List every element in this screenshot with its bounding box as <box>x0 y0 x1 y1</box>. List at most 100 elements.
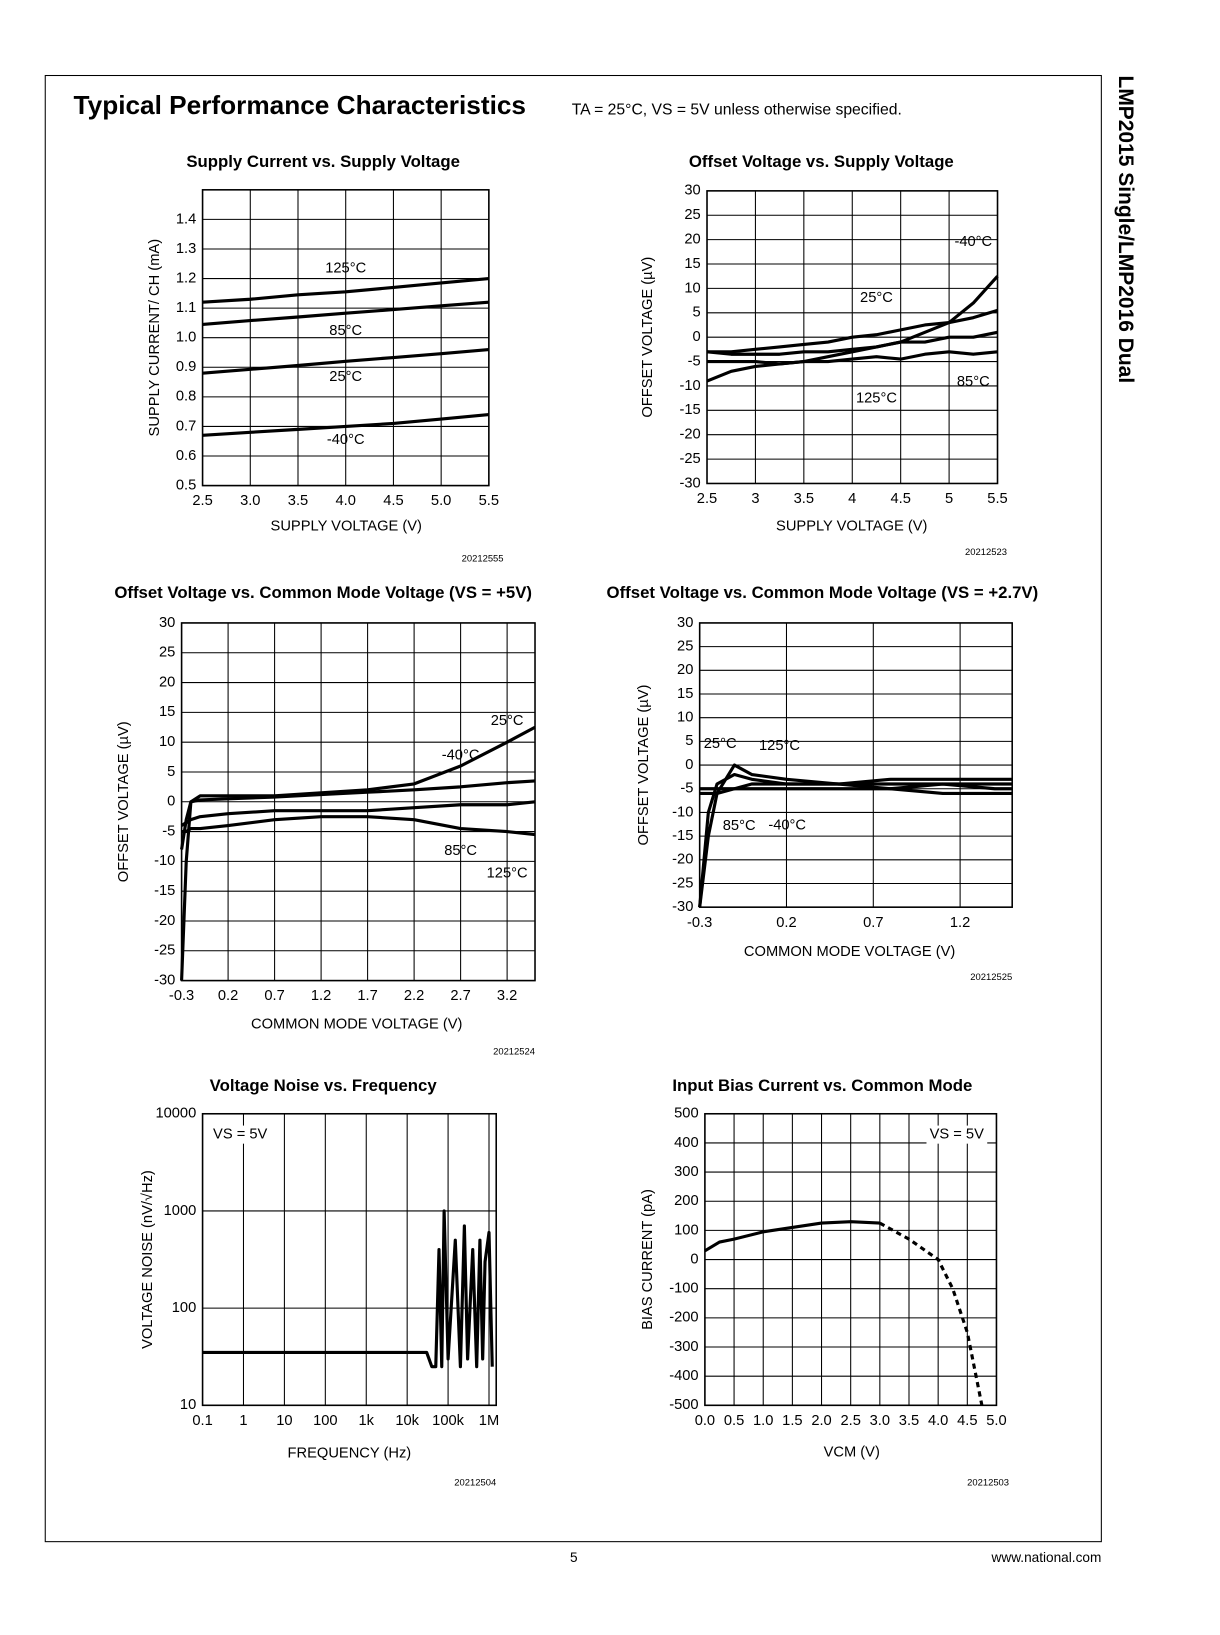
x-tick-label: 1.0 <box>753 1413 773 1429</box>
y-tick-label: 0.8 <box>176 389 196 405</box>
x-axis-label: VCM (V) <box>824 1444 880 1460</box>
series-label: 125°C <box>759 738 800 754</box>
y-tick-label: 1.2 <box>176 270 196 286</box>
x-tick-label: 1k <box>358 1413 374 1429</box>
x-tick-label: 4.5 <box>957 1413 977 1429</box>
y-tick-label: -25 <box>154 943 175 959</box>
page-title: Typical Performance Characteristics <box>74 90 526 120</box>
y-tick-label: 0.5 <box>176 477 196 493</box>
y-tick-label: 25 <box>159 645 175 661</box>
y-tick-label: -15 <box>672 828 693 844</box>
series-label: 85°C <box>444 843 477 859</box>
series-line <box>699 787 1013 796</box>
series-line <box>202 1209 494 1369</box>
y-tick-label: 10 <box>159 734 175 750</box>
y-tick-label: 10 <box>677 710 693 726</box>
series-label: -40°C <box>442 747 480 763</box>
x-tick-label: 2.7 <box>450 988 470 1004</box>
chart-title: Offset Voltage vs. Common Mode Voltage (… <box>607 583 1039 602</box>
series-label: 25°C <box>491 713 524 729</box>
y-tick-label: 1.3 <box>176 241 196 257</box>
x-tick-label: 10k <box>395 1413 419 1429</box>
y-tick-label: 20 <box>159 674 175 690</box>
y-tick-label: 1.1 <box>176 300 196 316</box>
y-tick-label: 5 <box>685 733 693 749</box>
y-tick-label: 0.6 <box>176 448 196 464</box>
series-line <box>180 779 536 850</box>
series-line <box>202 347 490 375</box>
series-label: 25°C <box>704 736 737 752</box>
figure-id: 20212503 <box>967 1476 1009 1487</box>
y-tick-label: 1000 <box>164 1203 197 1219</box>
y-tick-label: -20 <box>154 913 175 929</box>
figure-id: 20212504 <box>454 1476 496 1487</box>
y-tick-label: -30 <box>672 899 693 915</box>
y-tick-label: 30 <box>684 183 700 199</box>
y-tick-label: -300 <box>669 1339 698 1355</box>
note: VS = 5V <box>930 1127 984 1143</box>
y-tick-label: 0 <box>167 794 175 810</box>
page-frame <box>44 74 1102 1543</box>
series-label: -40°C <box>954 234 992 250</box>
x-tick-label: 3.5 <box>288 493 308 509</box>
x-tick-label: -0.3 <box>687 915 712 931</box>
series-line <box>202 413 490 437</box>
y-tick-label: 10 <box>684 280 700 296</box>
y-tick-label: -20 <box>672 852 693 868</box>
x-tick-label: 4.0 <box>928 1413 948 1429</box>
y-tick-label: -10 <box>679 378 700 394</box>
y-tick-label: 30 <box>159 615 175 631</box>
series-label: -40°C <box>327 432 365 448</box>
series-line <box>202 276 490 304</box>
y-tick-label: 1.4 <box>176 211 196 227</box>
y-tick-label: 1.0 <box>176 330 196 346</box>
x-tick-label: 2.5 <box>840 1413 860 1429</box>
y-tick-label: -20 <box>679 427 700 443</box>
plot-frame <box>201 1112 497 1407</box>
y-tick-label: 10000 <box>155 1106 196 1122</box>
y-tick-label: 5 <box>167 764 175 780</box>
x-tick-label: 0.1 <box>192 1413 212 1429</box>
series-line <box>698 763 1013 908</box>
series-line <box>879 1221 984 1406</box>
x-tick-label: 1.5 <box>782 1413 802 1429</box>
series-label: 125°C <box>856 391 897 407</box>
series-label: 125°C <box>487 865 528 881</box>
x-tick-label: 4.0 <box>336 493 356 509</box>
x-tick-label: 2.5 <box>697 491 717 507</box>
y-tick-label: 200 <box>674 1193 698 1209</box>
series-label: 25°C <box>329 369 362 385</box>
x-tick-label: 0.7 <box>264 988 284 1004</box>
y-tick-label: -25 <box>679 451 700 467</box>
y-tick-label: -30 <box>154 972 175 988</box>
x-tick-label: 1.2 <box>311 988 331 1004</box>
page-number: 5 <box>570 1550 578 1565</box>
y-tick-label: 15 <box>684 256 700 272</box>
series-label: 25°C <box>860 290 893 306</box>
chart-title: Input Bias Current vs. Common Mode <box>672 1076 972 1095</box>
y-tick-label: 20 <box>677 662 693 678</box>
y-tick-label: 0 <box>685 757 693 773</box>
y-tick-label: 25 <box>677 639 693 655</box>
x-tick-label: 4.5 <box>383 493 403 509</box>
y-tick-label: 15 <box>159 704 175 720</box>
x-tick-label: 4.5 <box>890 491 910 507</box>
y-axis-label: OFFSET VOLTAGE (µV) <box>636 685 652 846</box>
y-tick-label: 25 <box>684 207 700 223</box>
y-tick-label: -10 <box>154 853 175 869</box>
series-line <box>180 800 536 827</box>
x-tick-label: 5.5 <box>987 491 1007 507</box>
figure-id: 20212525 <box>970 971 1012 982</box>
y-axis-label: OFFSET VOLTAGE (µV) <box>640 257 656 418</box>
series-label: 85°C <box>957 374 990 390</box>
note: VS = 5V <box>213 1127 267 1143</box>
y-tick-label: -25 <box>672 875 693 891</box>
x-tick-label: 0.7 <box>863 915 883 931</box>
chart-title: Supply Current vs. Supply Voltage <box>186 152 460 171</box>
x-tick-label: 1.2 <box>950 915 970 931</box>
x-tick-label: 4 <box>848 491 856 507</box>
x-tick-label: 5.5 <box>479 493 499 509</box>
x-tick-label: 0.0 <box>695 1413 715 1429</box>
y-axis-label: BIAS CURRENT (pA) <box>640 1189 656 1330</box>
